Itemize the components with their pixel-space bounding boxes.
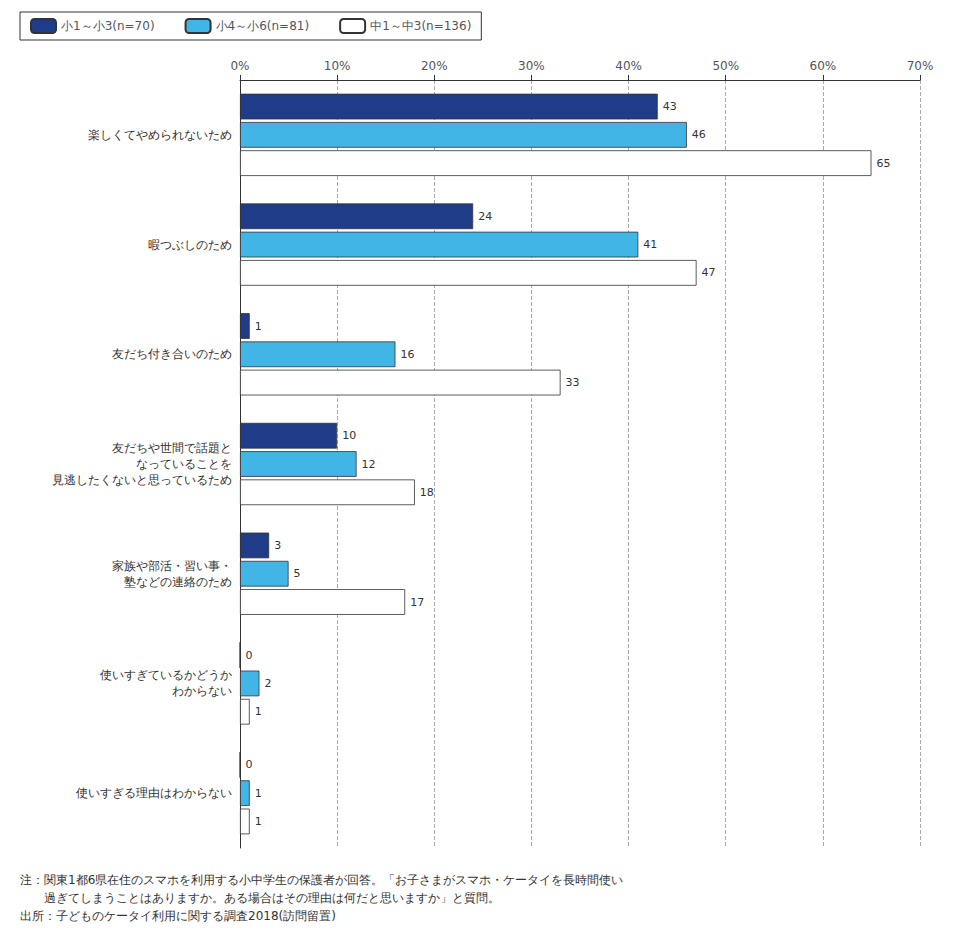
svg-text:過ぎてしまうことはありますか。ある場合はその理由は何だと思い: 過ぎてしまうことはありますか。ある場合はその理由は何だと思いますか」と質問。 bbox=[20, 891, 500, 905]
svg-text:17: 17 bbox=[410, 596, 424, 609]
svg-text:暇つぶしのため: 暇つぶしのため bbox=[148, 238, 232, 252]
svg-text:見逃したくないと思っているため: 見逃したくないと思っているため bbox=[52, 473, 232, 487]
svg-text:5: 5 bbox=[294, 567, 301, 580]
svg-text:3: 3 bbox=[274, 539, 281, 552]
svg-text:40%: 40% bbox=[615, 59, 642, 73]
svg-text:友だちや世間で話題と: 友だちや世間で話題と bbox=[112, 441, 232, 455]
svg-text:18: 18 bbox=[420, 486, 434, 499]
svg-text:2: 2 bbox=[264, 677, 271, 690]
svg-text:1: 1 bbox=[255, 815, 262, 828]
svg-text:わからない: わからない bbox=[172, 684, 232, 698]
svg-text:47: 47 bbox=[702, 266, 716, 279]
svg-text:10: 10 bbox=[342, 429, 356, 442]
svg-text:12: 12 bbox=[362, 458, 376, 471]
svg-text:小1～小3(n=70): 小1～小3(n=70) bbox=[61, 19, 155, 33]
svg-text:0: 0 bbox=[245, 758, 252, 771]
svg-text:70%: 70% bbox=[907, 59, 934, 73]
svg-text:1: 1 bbox=[255, 320, 262, 333]
svg-text:46: 46 bbox=[692, 128, 706, 141]
svg-text:家族や部活・習い事・: 家族や部活・習い事・ bbox=[112, 559, 232, 573]
svg-text:16: 16 bbox=[400, 348, 414, 361]
svg-text:楽しくてやめられないため: 楽しくてやめられないため bbox=[88, 128, 232, 142]
svg-text:30%: 30% bbox=[518, 59, 545, 73]
svg-text:小4～小6(n=81): 小4～小6(n=81) bbox=[216, 19, 310, 33]
svg-text:24: 24 bbox=[478, 210, 492, 223]
svg-text:使いすぎる理由はわからない: 使いすぎる理由はわからない bbox=[76, 786, 232, 800]
svg-text:使いすぎているかどうか: 使いすぎているかどうか bbox=[100, 668, 232, 682]
svg-text:塾などの連絡のため: 塾などの連絡のため bbox=[124, 575, 232, 589]
svg-text:友だち付き合いのため: 友だち付き合いのため bbox=[112, 347, 232, 361]
svg-text:50%: 50% bbox=[712, 59, 739, 73]
svg-text:中1～中3(n=136): 中1～中3(n=136) bbox=[370, 19, 471, 33]
svg-text:65: 65 bbox=[876, 157, 890, 170]
svg-text:注：関東1都6県在住のスマホを利用する小中学生の保護者が回答: 注：関東1都6県在住のスマホを利用する小中学生の保護者が回答。「お子さまがスマホ… bbox=[20, 873, 623, 887]
svg-text:10%: 10% bbox=[324, 59, 351, 73]
svg-text:なっていることを: なっていることを bbox=[136, 457, 232, 471]
svg-text:0: 0 bbox=[245, 649, 252, 662]
svg-text:20%: 20% bbox=[421, 59, 448, 73]
svg-text:出所：子どものケータイ利用に関する調査2018(訪問留置): 出所：子どものケータイ利用に関する調査2018(訪問留置) bbox=[20, 909, 336, 923]
svg-text:60%: 60% bbox=[810, 59, 837, 73]
svg-text:33: 33 bbox=[566, 376, 580, 389]
svg-text:0%: 0% bbox=[230, 59, 249, 73]
svg-text:41: 41 bbox=[643, 238, 657, 251]
svg-text:43: 43 bbox=[663, 100, 677, 113]
svg-text:1: 1 bbox=[255, 705, 262, 718]
svg-text:1: 1 bbox=[255, 787, 262, 800]
